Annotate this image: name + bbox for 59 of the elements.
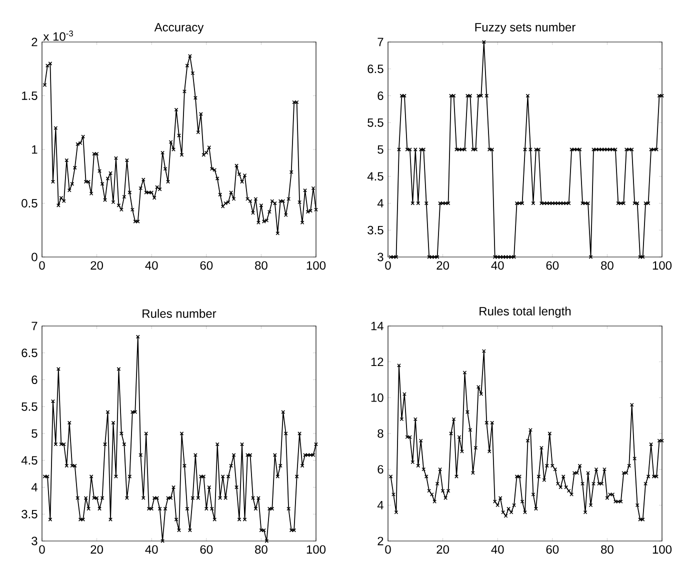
x-tick-label: 40 bbox=[145, 545, 158, 554]
chart-title: Accuracy bbox=[154, 23, 204, 34]
x-tick-label: 100 bbox=[306, 261, 326, 270]
x-tick-label: 60 bbox=[546, 545, 559, 554]
y-tick-label: 2 bbox=[32, 38, 38, 46]
x-tick-label: 40 bbox=[491, 261, 504, 270]
y-tick-label: 4.5 bbox=[367, 172, 384, 181]
chart-title: Rules total length bbox=[480, 306, 571, 318]
x-tick-label: 20 bbox=[90, 545, 103, 554]
y-tick-label: 0.5 bbox=[22, 199, 38, 208]
y-tick-label: 3.5 bbox=[368, 226, 384, 234]
x-tick-label: 20 bbox=[436, 545, 450, 554]
y-tick-label: 4 bbox=[377, 501, 384, 510]
y-tick-label: 7 bbox=[32, 322, 38, 330]
chart-title: Rules number bbox=[142, 309, 216, 318]
y-tick-label: 7 bbox=[378, 38, 384, 46]
x-tick-label: 40 bbox=[491, 545, 504, 554]
x-tick-label: 0 bbox=[385, 545, 391, 554]
x-tick-label: 20 bbox=[436, 261, 450, 270]
x-tick-label: 100 bbox=[306, 545, 326, 554]
y-tick-label: 2 bbox=[378, 536, 384, 546]
y-tick-label: 3 bbox=[378, 252, 384, 262]
x-tick-label: 0 bbox=[39, 545, 45, 554]
x-tick-label: 100 bbox=[652, 261, 672, 270]
y-tick-label: 5.5 bbox=[368, 118, 384, 127]
y-tick-label: 6 bbox=[378, 465, 384, 474]
x-tick-label: 0 bbox=[39, 261, 45, 270]
x-tick-label: 60 bbox=[546, 261, 559, 270]
x-tick-label: 60 bbox=[200, 545, 213, 554]
y-tick-label: 4 bbox=[377, 199, 384, 208]
y-tick-label: 0 bbox=[32, 252, 38, 262]
y-tick-label: 6 bbox=[378, 92, 384, 100]
y-tick-label: 4.5 bbox=[21, 456, 38, 465]
y-tick-label: 1.5 bbox=[22, 92, 38, 100]
x-tick-label: 60 bbox=[200, 261, 213, 270]
y-tick-label: 3.5 bbox=[22, 510, 38, 518]
y-tick-label: 1 bbox=[32, 145, 38, 154]
y-tick-label: 6 bbox=[32, 376, 38, 384]
x-tick-label: 100 bbox=[652, 545, 672, 554]
y-tick-label: 8 bbox=[378, 429, 384, 438]
y-tick-label: 5 bbox=[32, 429, 38, 438]
chart-title: Fuzzy sets number bbox=[475, 22, 576, 34]
y-tick-label: 14 bbox=[371, 322, 384, 330]
x-tick-label: 80 bbox=[255, 545, 268, 554]
x-tick-label: 40 bbox=[145, 261, 158, 270]
x-tick-label: 20 bbox=[90, 261, 103, 270]
y-tick-label: 3 bbox=[32, 536, 38, 546]
y-tick-label: 10 bbox=[371, 393, 384, 402]
text: x 10$^{-3}$ bbox=[43, 30, 73, 41]
x-tick-label: 80 bbox=[601, 545, 614, 554]
y-tick-label: 6.5 bbox=[22, 348, 38, 358]
y-tick-label: 5 bbox=[378, 145, 384, 154]
y-tick-label: 5.5 bbox=[22, 402, 38, 411]
y-tick-label: 12 bbox=[371, 358, 384, 366]
y-tick-label: 4 bbox=[31, 483, 38, 492]
x-tick-label: 0 bbox=[385, 261, 391, 270]
x-tick-label: 80 bbox=[255, 261, 268, 270]
y-tick-label: 6.5 bbox=[368, 64, 384, 74]
x-tick-label: 80 bbox=[601, 261, 614, 270]
